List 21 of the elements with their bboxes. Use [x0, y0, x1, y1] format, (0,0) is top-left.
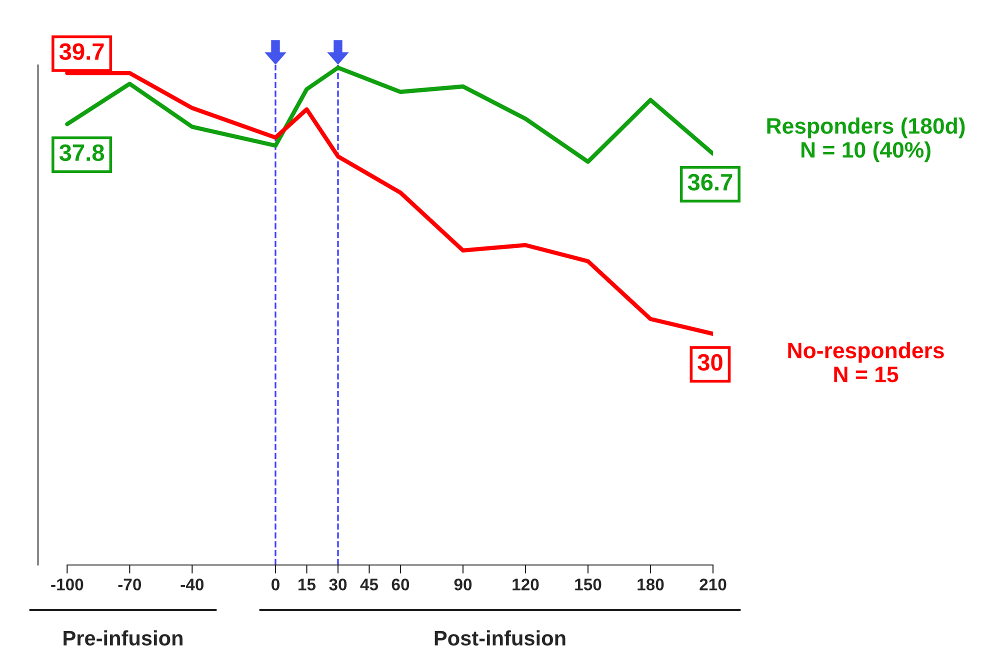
x-tick-label: 120	[512, 578, 539, 590]
x-tick-label: 60	[392, 578, 410, 590]
x-tick-label: 90	[454, 578, 472, 590]
x-tick-label: -40	[180, 578, 204, 590]
x-tick-label: -70	[118, 578, 142, 590]
x-tick-label: 15	[298, 578, 316, 590]
text: Post-infusion	[434, 630, 566, 646]
x-tick-label: 0	[272, 578, 280, 590]
x-tick-label: -100	[51, 578, 84, 590]
x-tick-label: 45	[360, 578, 378, 590]
x-tick-label: 150	[575, 578, 602, 590]
text: Pre-infusion	[64, 630, 182, 646]
data-label: 36.7	[688, 174, 732, 191]
text: No-responders N = 15	[788, 342, 944, 382]
x-tick-label: 180	[638, 578, 664, 590]
data-label: 30	[698, 354, 722, 371]
x-tick-label: 210	[700, 578, 726, 590]
text: Responders (180d) N = 10 (40%)	[767, 117, 965, 162]
data-label: 37.8	[59, 144, 104, 162]
data-label: 39.7	[59, 43, 104, 60]
x-tick-label: 30	[329, 578, 347, 590]
